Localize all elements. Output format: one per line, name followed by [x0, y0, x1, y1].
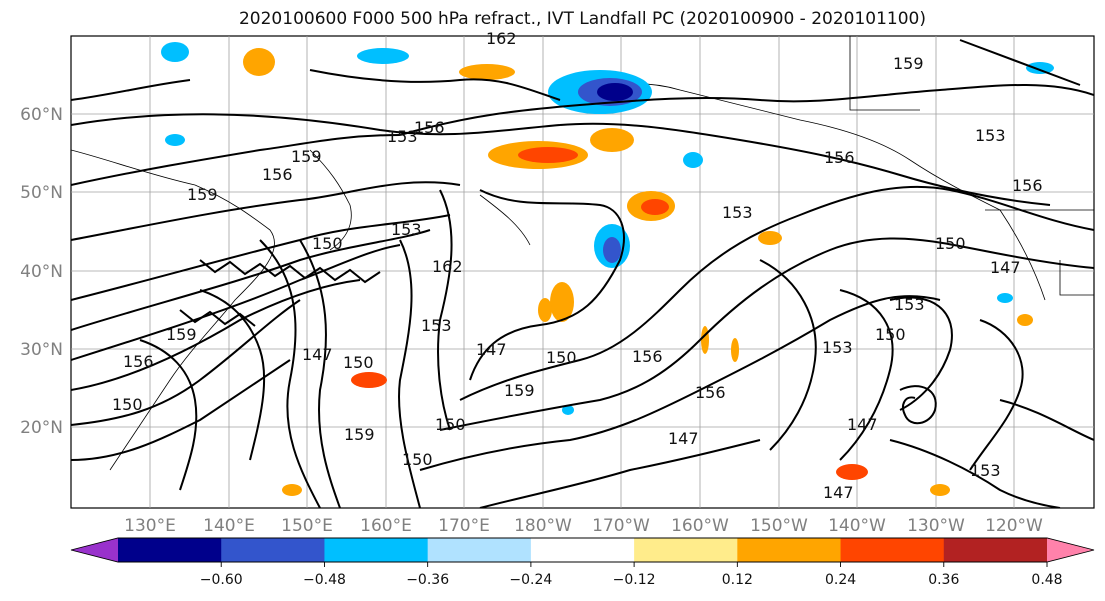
contour-label: 153	[421, 316, 452, 335]
contour-label: 153	[722, 203, 753, 222]
colorbar-tick-label: 0.12	[722, 572, 753, 588]
lon-label: 170°E	[438, 516, 490, 536]
contour-label: 147	[990, 258, 1021, 277]
contour-label: 159	[166, 325, 197, 344]
colorbar-segment	[118, 538, 222, 562]
lat-label: 20°N	[20, 418, 63, 438]
contour-label: 147	[847, 415, 878, 434]
colorbar-tick-label: −0.36	[406, 572, 449, 588]
contour-label: 162	[486, 29, 517, 48]
colorbar-tick-label: 0.48	[1031, 572, 1062, 588]
contour-label: 153	[387, 127, 418, 146]
contour-label: 153	[391, 220, 422, 239]
colorbar-segment	[737, 538, 842, 562]
contour-label: 150	[875, 325, 906, 344]
longitude-labels: 130°E 140°E 150°E 160°E 170°E 180°W 170°…	[124, 516, 1043, 536]
lat-label: 40°N	[20, 262, 63, 282]
contour-label: 159	[504, 381, 535, 400]
contour-label: 156	[414, 118, 445, 137]
contour-label: 159	[344, 425, 375, 444]
contour-label: 156	[824, 148, 855, 167]
colorbar-segment	[943, 538, 1048, 562]
contour-label: 153	[822, 338, 853, 357]
positive-anomaly-patches	[243, 48, 1033, 496]
lon-label: 170°W	[592, 516, 650, 536]
contour-label: 159	[893, 54, 924, 73]
contour-label: 150	[546, 348, 577, 367]
contour-label: 156	[695, 383, 726, 402]
colorbar-outline	[70, 537, 1095, 563]
colorbar-segment	[427, 538, 532, 562]
colorbar-segment	[221, 538, 325, 562]
contour-label: 150	[343, 353, 374, 372]
contour-labels: 162 156 159 156 159 153 156 153 159 156 …	[112, 29, 1043, 502]
contour-label: 159	[291, 147, 322, 166]
contour-label: 150	[935, 234, 966, 253]
contour-label: 147	[823, 483, 854, 502]
contour-label: 147	[476, 340, 507, 359]
lon-label: 140°E	[203, 516, 255, 536]
colorbar-segment	[634, 538, 738, 562]
contour-label: 156	[123, 352, 154, 371]
contour-label: 147	[302, 345, 333, 364]
lon-label: 140°W	[828, 516, 886, 536]
colorbar-extend-min	[71, 538, 118, 562]
lon-label: 150°E	[281, 516, 333, 536]
contour-label: 153	[894, 295, 925, 314]
contour-label: 153	[970, 461, 1001, 480]
lat-label: 30°N	[20, 340, 63, 360]
coastlines	[71, 36, 1094, 471]
contour-label: 153	[975, 126, 1006, 145]
lon-label: 130°E	[124, 516, 176, 536]
colorbar-segment	[840, 538, 945, 562]
lon-label: 160°E	[360, 516, 412, 536]
colorbar-tick-label: 0.24	[825, 572, 856, 588]
contour-label: 150	[312, 234, 343, 253]
contour-label: 162	[432, 257, 463, 276]
contour-label: 150	[435, 415, 466, 434]
colorbar-tick-label: −0.24	[509, 572, 552, 588]
lon-label: 180°W	[514, 516, 572, 536]
contour-label: 156	[262, 165, 293, 184]
lon-label: 150°W	[750, 516, 808, 536]
contour-label: 156	[632, 347, 663, 366]
colorbar-segment	[530, 538, 635, 562]
latitude-labels: 60°N 50°N 40°N 30°N 20°N	[20, 105, 63, 438]
colorbar-segment	[324, 538, 429, 562]
colorbar: −0.60 −0.48 −0.36 −0.24 −0.12 0.12 0.24 0.36 0.4…	[70, 537, 1095, 588]
lat-label: 60°N	[20, 105, 63, 125]
contour-label: 156	[1012, 176, 1043, 195]
contour-label: 150	[112, 395, 143, 414]
colorbar-tick-label: 0.36	[928, 572, 959, 588]
colorbar-extend-max	[1047, 538, 1094, 562]
lon-label: 130°W	[907, 516, 965, 536]
graticule	[71, 36, 1094, 508]
colorbar-tick-label: −0.48	[303, 572, 346, 588]
colorbar-tick-label: −0.12	[613, 572, 656, 588]
lon-label: 160°W	[671, 516, 729, 536]
contour-lines	[71, 39, 1094, 508]
colorbar-tick-label: −0.60	[200, 572, 243, 588]
lon-label: 120°W	[985, 516, 1043, 536]
contour-label: 150	[402, 450, 433, 469]
map-title: 2020100600 F000 500 hPa refract., IVT La…	[238, 9, 926, 29]
contour-label: 147	[668, 429, 699, 448]
contour-label: 159	[187, 185, 218, 204]
lat-label: 50°N	[20, 183, 63, 203]
